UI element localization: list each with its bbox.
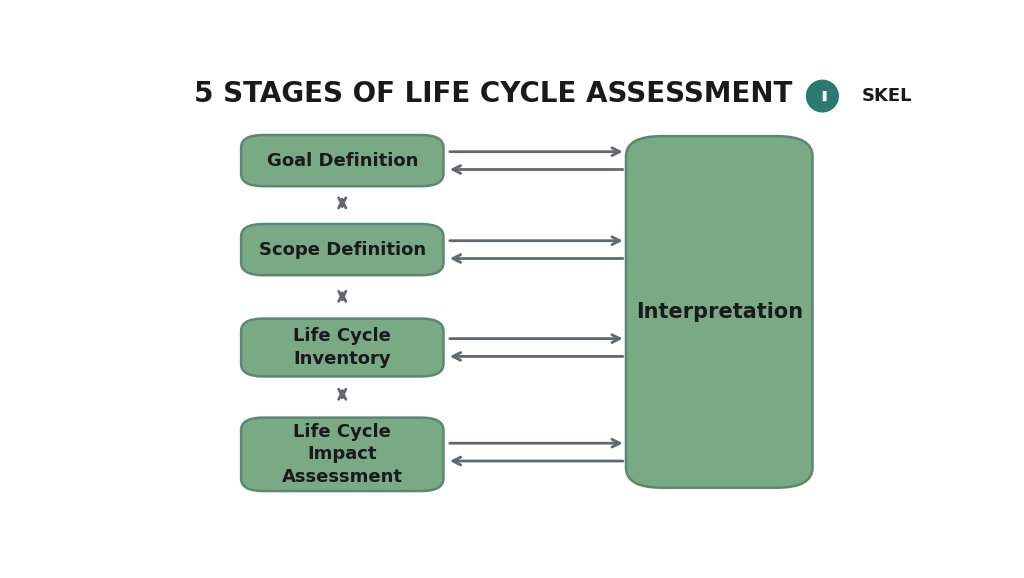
Text: Life Cycle
Inventory: Life Cycle Inventory [293,327,391,368]
Text: Goal Definition: Goal Definition [266,151,418,169]
Ellipse shape [807,80,839,112]
Text: Life Cycle
Impact
Assessment: Life Cycle Impact Assessment [282,423,402,486]
FancyBboxPatch shape [241,135,443,186]
Text: ▐: ▐ [818,91,826,101]
Text: 5 STAGES OF LIFE CYCLE ASSESSMENT: 5 STAGES OF LIFE CYCLE ASSESSMENT [194,80,793,108]
Text: SKEL: SKEL [862,87,912,105]
FancyBboxPatch shape [241,418,443,491]
FancyBboxPatch shape [626,136,812,488]
FancyBboxPatch shape [241,318,443,376]
Text: Scope Definition: Scope Definition [259,240,426,258]
Text: Interpretation: Interpretation [636,302,803,322]
FancyBboxPatch shape [241,224,443,275]
